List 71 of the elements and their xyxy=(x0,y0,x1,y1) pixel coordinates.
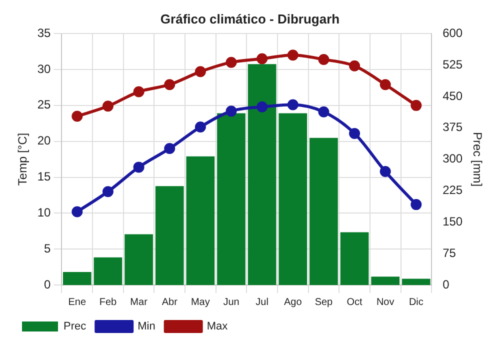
point xyxy=(133,162,144,173)
y2-tick-label: 0 xyxy=(442,277,450,292)
y-tick-label: 30 xyxy=(37,62,52,76)
y2-tick-label: 150 xyxy=(442,214,463,228)
x-tick-label: Ene xyxy=(68,296,86,308)
x-tick-label: Jun xyxy=(223,296,240,308)
y-axis-title: Temp [°C] xyxy=(16,132,30,186)
x-tick-label: Nov xyxy=(376,296,394,308)
point xyxy=(226,56,237,68)
y2-axis-title: Prec [mm] xyxy=(470,132,484,187)
point xyxy=(226,106,237,117)
x-tick-label: Feb xyxy=(99,296,118,308)
x-tick-label: Oct xyxy=(346,296,363,308)
legend-label: Min xyxy=(138,320,156,333)
bar xyxy=(340,232,369,285)
point xyxy=(380,166,391,178)
y-tick-label: 10 xyxy=(37,205,52,220)
point xyxy=(349,128,360,139)
bar xyxy=(124,234,153,285)
y-tick-label: 20 xyxy=(37,134,52,148)
point xyxy=(256,53,268,64)
y2-tick-label: 525 xyxy=(442,57,463,72)
y2-tick-label: 375 xyxy=(442,120,463,134)
point xyxy=(133,86,144,98)
bar xyxy=(186,156,215,285)
x-tick-label: May xyxy=(190,296,210,308)
point xyxy=(318,54,330,65)
y2-tick-label: 225 xyxy=(442,183,463,198)
x-tick-label: Sep xyxy=(314,296,334,308)
legend-label: Prec xyxy=(64,320,87,333)
y2-tick-label: 300 xyxy=(442,152,463,166)
point xyxy=(410,100,422,111)
x-tick-label: Abr xyxy=(162,296,178,308)
y2-tick-label: 75 xyxy=(442,246,456,260)
point xyxy=(380,79,391,90)
bar xyxy=(155,186,184,285)
y-tick-label: 25 xyxy=(37,98,52,112)
x-tick-label: Mar xyxy=(130,296,148,308)
bar xyxy=(310,138,338,285)
x-tick-label: Jul xyxy=(256,296,268,308)
point xyxy=(194,66,206,78)
point xyxy=(410,199,422,210)
point xyxy=(349,60,360,72)
point xyxy=(102,100,114,112)
bar xyxy=(94,257,122,285)
point xyxy=(164,79,176,90)
x-tick-label: Ago xyxy=(284,296,302,308)
point xyxy=(72,110,83,122)
bar xyxy=(217,113,246,285)
point xyxy=(102,186,114,198)
point xyxy=(256,101,268,112)
legend-label: Max xyxy=(206,320,228,333)
y2-tick-label: 600 xyxy=(442,26,463,40)
y-tick-label: 0 xyxy=(44,277,52,292)
point xyxy=(287,50,298,61)
y-tick-label: 15 xyxy=(37,170,52,184)
bar xyxy=(248,64,276,285)
bar xyxy=(62,272,92,285)
point xyxy=(194,121,206,132)
bar xyxy=(371,276,400,285)
y-tick-label: 5 xyxy=(44,241,52,256)
point xyxy=(318,106,330,118)
point xyxy=(164,143,176,154)
point xyxy=(287,99,298,110)
bar xyxy=(402,278,430,285)
y2-tick-label: 450 xyxy=(442,88,463,103)
chart-title: Gráfico climático - Dibrugarh xyxy=(160,11,340,26)
x-tick-label: Dic xyxy=(408,296,424,308)
y-tick-label: 35 xyxy=(37,26,52,40)
bar xyxy=(278,113,308,285)
point xyxy=(72,206,83,218)
